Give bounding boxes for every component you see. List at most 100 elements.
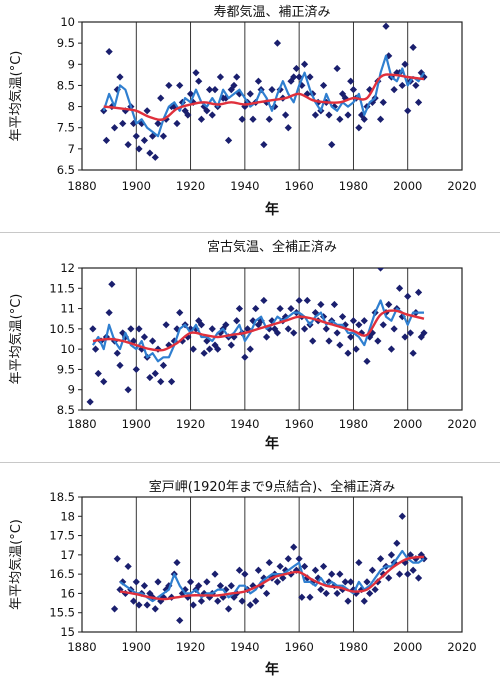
data-point (336, 341, 344, 349)
data-point (287, 304, 295, 313)
data-point (284, 124, 292, 132)
data-point (347, 333, 355, 341)
data-point (355, 558, 363, 567)
data-point (366, 589, 374, 598)
x-tick-label: 1880 (67, 640, 96, 654)
data-point (352, 345, 360, 353)
x-tick-label: 1920 (176, 640, 205, 654)
data-point (376, 268, 385, 272)
data-point (395, 284, 404, 292)
smoothed-trend-line (119, 555, 425, 601)
chart-title: 宮古気温、全補正済み (207, 239, 337, 255)
y-axis-label: 年平均気温(°C) (8, 51, 24, 142)
data-point (94, 369, 102, 378)
data-point (374, 337, 382, 345)
data-point (414, 574, 423, 582)
data-point (233, 73, 241, 81)
data-point (333, 589, 341, 598)
data-point (116, 361, 124, 369)
x-tick-label: 1880 (67, 179, 96, 193)
data-point (390, 86, 398, 94)
data-point (325, 111, 333, 119)
x-tick-label: 1900 (122, 179, 151, 193)
y-tick-label: 9.5 (57, 362, 75, 376)
data-point (105, 48, 113, 56)
x-tick-label: 1940 (230, 640, 259, 654)
data-point (235, 566, 244, 574)
data-point (390, 325, 398, 333)
y-tick-label: 8.5 (57, 78, 75, 92)
data-point (154, 119, 162, 128)
data-point (314, 574, 322, 582)
data-point (376, 115, 385, 123)
data-point (260, 141, 268, 149)
data-point (254, 77, 263, 85)
data-point (205, 86, 214, 94)
data-point (146, 373, 154, 382)
data-point (189, 601, 197, 609)
data-point (211, 86, 219, 94)
data-point (151, 153, 159, 161)
data-point (385, 300, 393, 309)
data-point (124, 386, 132, 394)
data-point (224, 136, 233, 144)
data-point (292, 64, 301, 73)
data-point (398, 512, 406, 520)
data-point (132, 132, 140, 140)
data-point (165, 81, 173, 90)
y-tick-label: 6.5 (57, 163, 75, 177)
y-tick-label: 9 (68, 383, 75, 397)
x-tick-label: 1940 (230, 417, 259, 431)
data-point (306, 593, 314, 601)
data-point (246, 601, 254, 609)
y-tick-label: 18 (60, 509, 75, 523)
y-tick-label: 17.5 (49, 529, 75, 543)
x-tick-label: 2000 (393, 179, 422, 193)
data-point (268, 86, 276, 94)
x-tick-label: 1980 (339, 640, 368, 654)
data-point (200, 102, 208, 111)
x-tick-label: 1920 (176, 417, 205, 431)
data-point (325, 337, 333, 345)
data-point (306, 73, 314, 81)
data-point (355, 124, 363, 132)
data-point (176, 81, 184, 90)
data-point (309, 337, 317, 345)
data-point (119, 119, 127, 128)
data-point (233, 317, 241, 325)
data-point (124, 141, 132, 149)
y-tick-label: 10.5 (49, 322, 75, 336)
panel-divider-2 (0, 462, 500, 463)
data-point (184, 111, 192, 119)
data-point (140, 582, 149, 590)
data-point (140, 136, 149, 144)
data-point (195, 317, 203, 325)
data-point (116, 73, 124, 81)
y-axis-label: 年平均気温(°C) (8, 294, 24, 385)
x-tick-label: 1960 (285, 417, 314, 431)
x-tick-label: 1900 (122, 417, 151, 431)
data-point (246, 90, 254, 98)
data-point (230, 81, 238, 90)
x-tick-label: 1980 (339, 417, 368, 431)
data-point (249, 317, 257, 325)
y-tick-label: 15.5 (49, 606, 75, 620)
data-point (110, 605, 119, 613)
data-point (195, 582, 203, 590)
x-axis-label: 年 (265, 661, 279, 678)
data-point (412, 81, 420, 90)
y-axis-label: 年平均気温(°C) (8, 519, 24, 610)
data-point (146, 149, 154, 157)
y-tick-label: 7.5 (57, 121, 75, 135)
data-point (113, 555, 121, 563)
data-point (352, 589, 360, 598)
y-tick-label: 8 (68, 100, 75, 114)
data-point (276, 304, 284, 313)
y-tick-label: 11.5 (49, 281, 75, 295)
data-point (303, 296, 311, 305)
y-tick-label: 7 (68, 142, 75, 156)
data-point (290, 73, 298, 81)
y-tick-label: 18.5 (49, 490, 75, 504)
data-point (252, 304, 260, 313)
